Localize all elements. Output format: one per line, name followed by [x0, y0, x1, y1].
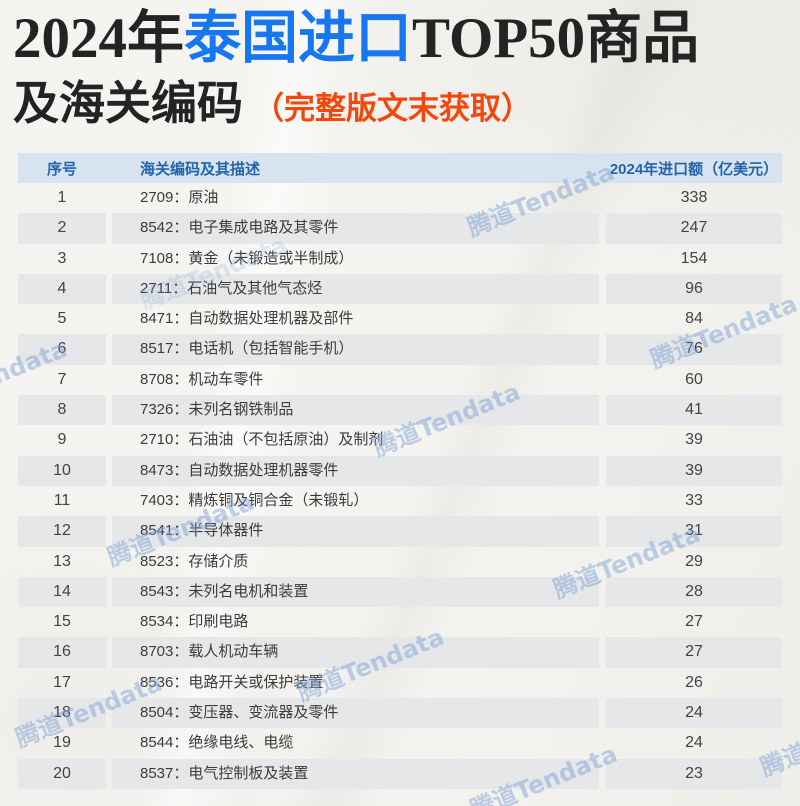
value-cell: 338 — [680, 189, 708, 206]
desc-cell: 7108：黄金（未锻造或半制成） — [140, 249, 354, 267]
value-cell: 41 — [606, 395, 782, 426]
rank-cell: 10 — [18, 455, 106, 486]
desc-cell: 8536：电路开关或保护装置 — [140, 673, 324, 691]
rank-cell: 20 — [18, 758, 106, 789]
table-row: 5 8471：自动数据处理机器及部件 84 — [18, 304, 782, 334]
value-cell: 76 — [606, 334, 782, 365]
table-row: 8 7326：未列名钢铁制品 41 — [18, 395, 782, 426]
desc-cell: 8544：绝缘电线、电缆 — [140, 734, 294, 752]
table-row: 20 8537：电气控制板及装置 23 — [18, 758, 782, 789]
rank-cell: 15 — [53, 613, 71, 631]
col-header-rank: 序号 — [46, 160, 77, 178]
desc-cell: 8473：自动数据处理机器零件 — [112, 455, 599, 486]
value-cell: 24 — [685, 734, 703, 752]
rank-cell: 1 — [57, 189, 67, 206]
desc-cell: 8504：变压器、变流器及零件 — [112, 698, 599, 729]
value-cell: 96 — [606, 273, 782, 305]
col-header-desc: 海关编码及其描述 — [140, 160, 261, 178]
title-top50: TOP50商品 — [412, 7, 700, 70]
rank-cell: 16 — [18, 637, 106, 668]
desc-cell: 2711：石油气及其他气态烃 — [112, 273, 599, 305]
table-row: 2 8542：电子集成电路及其零件 247 — [18, 213, 782, 244]
title-line1: 2024年泰国进口TOP50商品 — [13, 2, 699, 76]
table-row: 18 8504：变压器、变流器及零件 24 — [18, 698, 782, 729]
rank-cell: 4 — [18, 273, 106, 305]
table-row: 7 8708：机动车零件 60 — [18, 365, 782, 395]
table-row: 10 8473：自动数据处理机器零件 39 — [18, 455, 782, 486]
rank-cell: 6 — [18, 334, 106, 365]
rank-cell: 8 — [18, 395, 106, 426]
value-cell: 28 — [606, 576, 782, 608]
page-title: 2024年泰国进口TOP50商品 及海关编码 （完整版文末获取） — [13, 2, 699, 137]
rank-cell: 13 — [53, 552, 71, 570]
desc-cell: 2710：石油油（不包括原油）及制剂 — [140, 431, 384, 449]
desc-cell: 8542：电子集成电路及其零件 — [112, 213, 599, 244]
rank-cell: 7 — [57, 370, 67, 388]
value-cell: 27 — [685, 613, 703, 631]
rank-cell: 2 — [18, 213, 106, 244]
table-header-row: 序号 海关编码及其描述 2024年进口额（亿美元） — [18, 153, 782, 183]
desc-cell: 8543：未列名电机和装置 — [112, 576, 599, 608]
rank-cell: 14 — [18, 576, 106, 608]
desc-cell: 8703：载人机动车辆 — [112, 637, 599, 668]
value-cell: 33 — [685, 491, 703, 509]
desc-cell: 8471：自动数据处理机器及部件 — [140, 310, 354, 328]
table-row: 19 8544：绝缘电线、电缆 24 — [18, 728, 782, 758]
table-row: 4 2711：石油气及其他气态烃 96 — [18, 273, 782, 305]
table-row: 14 8543：未列名电机和装置 28 — [18, 576, 782, 608]
desc-cell: 8537：电气控制板及装置 — [112, 758, 599, 789]
table-row: 9 2710：石油油（不包括原油）及制剂 39 — [18, 425, 782, 455]
rank-cell: 3 — [57, 249, 67, 267]
table-row: 17 8536：电路开关或保护装置 26 — [18, 668, 782, 698]
table-row: 12 8541：半导体器件 31 — [18, 516, 782, 547]
rank-cell: 17 — [53, 673, 71, 691]
title-note: （完整版文末获取） — [253, 91, 532, 126]
title-year: 2024年 — [13, 7, 184, 70]
value-cell: 39 — [685, 431, 703, 449]
rank-cell: 18 — [18, 698, 106, 729]
title-hs-code: 及海关编码 — [13, 78, 243, 129]
desc-cell: 8534：印刷电路 — [140, 613, 249, 631]
table-row: 3 7108：黄金（未锻造或半制成） 154 — [18, 244, 782, 274]
value-cell: 154 — [680, 249, 708, 267]
col-header-value: 2024年进口额（亿美元） — [609, 160, 779, 178]
desc-cell: 2709：原油 — [140, 189, 219, 206]
table-row: 11 7403：精炼铜及铜合金（未锻轧） 33 — [18, 486, 782, 516]
desc-cell: 7403：精炼铜及铜合金（未锻轧） — [140, 491, 369, 509]
table-row: 15 8534：印刷电路 27 — [18, 607, 782, 637]
rank-cell: 12 — [18, 516, 106, 547]
value-cell: 84 — [685, 310, 703, 328]
table-row: 6 8517：电话机（包括智能手机） 76 — [18, 334, 782, 365]
title-line2: 及海关编码 （完整版文末获取） — [13, 76, 699, 137]
value-cell: 24 — [606, 698, 782, 729]
value-cell: 27 — [606, 637, 782, 668]
table-row: 16 8703：载人机动车辆 27 — [18, 637, 782, 668]
table-row: 1 2709：原油 338 — [18, 183, 782, 213]
value-cell: 31 — [606, 516, 782, 547]
desc-cell: 8541：半导体器件 — [112, 516, 599, 547]
table-row: 13 8523：存储介质 29 — [18, 547, 782, 577]
rank-cell: 11 — [53, 491, 71, 509]
import-table: 序号 海关编码及其描述 2024年进口额（亿美元） 1 2709：原油 33 8 … — [18, 153, 782, 789]
desc-cell: 8523：存储介质 — [140, 552, 249, 570]
desc-cell: 8708：机动车零件 — [140, 370, 264, 388]
table-body: 1 2709：原油 338 2 8542：电子集成电路及其零件 247 3 71… — [18, 183, 782, 789]
value-cell: 23 — [606, 758, 782, 789]
desc-cell: 8517：电话机（包括智能手机） — [112, 334, 599, 365]
desc-cell: 7326：未列名钢铁制品 — [112, 395, 599, 426]
value-cell: 26 — [685, 673, 703, 691]
value-cell: 247 — [606, 213, 782, 244]
value-cell: 39 — [606, 455, 782, 486]
rank-cell: 5 — [57, 310, 67, 328]
value-cell: 60 — [685, 370, 703, 388]
title-highlight: 泰国进口 — [184, 7, 412, 70]
rank-cell: 9 — [57, 431, 67, 449]
value-cell: 29 — [685, 552, 703, 570]
rank-cell: 19 — [53, 734, 71, 752]
